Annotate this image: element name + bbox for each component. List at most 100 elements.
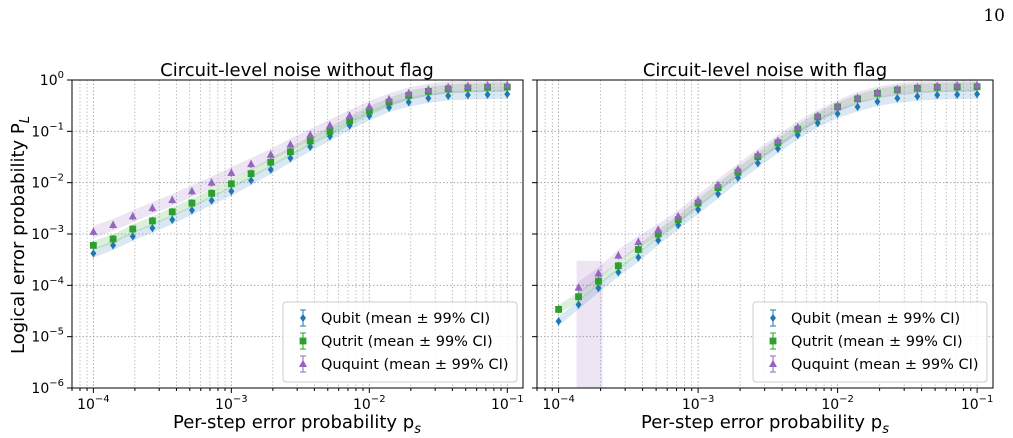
x-tick-label: 10−4 bbox=[542, 394, 575, 413]
data-point-qutrit bbox=[634, 246, 642, 253]
legend: Qubit (mean ± 99% CI) Qutrit (mean ± 99% … bbox=[282, 301, 518, 383]
data-point-qubit bbox=[794, 130, 801, 139]
data-point-qubit bbox=[635, 253, 642, 262]
data-point-ququint bbox=[594, 269, 603, 277]
legend-marker-qubit bbox=[770, 314, 776, 322]
data-point-ququint bbox=[385, 94, 394, 103]
data-point-qubit bbox=[814, 119, 821, 128]
data-point-ququint bbox=[89, 227, 98, 235]
data-point-qubit bbox=[228, 187, 235, 196]
legend-marker-ququint bbox=[299, 359, 307, 367]
data-point-ququint bbox=[654, 225, 663, 233]
data-point-qutrit bbox=[306, 137, 314, 145]
data-point-qubit bbox=[754, 159, 761, 168]
data-point-qubit bbox=[774, 144, 781, 153]
data-point-qubit bbox=[595, 284, 602, 293]
data-point-qutrit bbox=[287, 148, 294, 156]
data-point-qubit bbox=[555, 317, 562, 326]
data-point-qutrit bbox=[575, 293, 582, 301]
x-tick-label: 10−2 bbox=[353, 394, 386, 413]
data-point-ququint bbox=[973, 80, 982, 89]
data-point-qubit bbox=[445, 91, 452, 100]
data-point-qubit bbox=[405, 98, 412, 107]
data-point-qubit bbox=[615, 268, 622, 277]
ci-band-qubit bbox=[93, 89, 508, 258]
data-point-ququint bbox=[813, 111, 822, 119]
y-tick-label: 10−4 bbox=[31, 275, 64, 294]
data-point-qubit bbox=[90, 249, 97, 258]
panel-title-left: Circuit-level noise without flag bbox=[160, 60, 434, 81]
page-number: 10 bbox=[983, 6, 1005, 26]
ci-band-qutrit bbox=[558, 82, 978, 314]
data-point-qubit bbox=[575, 300, 582, 309]
data-point-qutrit bbox=[208, 189, 216, 197]
x-tick-label: 10−2 bbox=[821, 394, 854, 413]
y-tick-label: 10−2 bbox=[31, 173, 64, 192]
data-point-qutrit bbox=[555, 305, 563, 313]
data-point-ququint bbox=[733, 165, 742, 173]
data-point-qubit bbox=[208, 196, 215, 205]
data-point-ququint bbox=[674, 212, 683, 220]
y-tick-label: 10−5 bbox=[31, 327, 64, 346]
data-point-ququint bbox=[404, 88, 413, 97]
data-point-qubit bbox=[874, 97, 881, 106]
data-point-qubit bbox=[307, 142, 314, 151]
data-point-ququint bbox=[913, 82, 922, 91]
data-point-ququint bbox=[128, 212, 137, 220]
data-point-qubit bbox=[169, 215, 176, 224]
legend-label-ququint: Ququint (mean ± 99% CI) bbox=[321, 357, 509, 373]
x-axis-label-left: Per-step error probability ps bbox=[173, 412, 421, 437]
data-point-ququint bbox=[634, 237, 643, 245]
data-point-qubit bbox=[894, 94, 901, 103]
data-point-qutrit bbox=[326, 127, 334, 135]
data-point-ququint bbox=[463, 81, 472, 90]
legend-label-qubit: Qubit (mean ± 99% CI) bbox=[321, 311, 490, 327]
legend-marker-ququint bbox=[769, 359, 777, 367]
data-point-qubit bbox=[287, 154, 294, 163]
data-point-qutrit bbox=[129, 225, 137, 233]
legend: Qubit (mean ± 99% CI) Qutrit (mean ± 99% … bbox=[752, 301, 988, 383]
data-point-qubit bbox=[834, 109, 841, 118]
data-point-ququint bbox=[833, 101, 842, 110]
data-point-ququint bbox=[714, 180, 723, 189]
data-point-ququint bbox=[953, 81, 962, 89]
data-point-ququint bbox=[753, 150, 762, 158]
data-point-ququint bbox=[148, 203, 157, 212]
legend-label-qutrit: Qutrit (mean ± 99% CI) bbox=[321, 334, 493, 350]
data-point-ququint bbox=[168, 195, 177, 203]
data-point-qubit bbox=[715, 190, 722, 199]
legend-marker-qubit bbox=[300, 314, 306, 322]
data-point-qubit bbox=[914, 92, 921, 101]
x-axis-label-right: Per-step error probability ps bbox=[641, 412, 889, 437]
data-point-qubit bbox=[655, 236, 662, 245]
legend-label-ququint: Ququint (mean ± 99% CI) bbox=[791, 357, 979, 373]
data-point-ququint bbox=[306, 130, 315, 138]
ci-band-ququint bbox=[93, 79, 508, 238]
legend-box bbox=[752, 301, 988, 383]
data-point-qubit bbox=[464, 91, 471, 100]
data-point-ququint bbox=[793, 122, 802, 131]
data-point-qubit bbox=[425, 94, 432, 103]
data-point-ququint bbox=[503, 80, 512, 89]
data-point-qutrit bbox=[188, 199, 196, 207]
data-point-ququint bbox=[444, 82, 453, 91]
x-tick-label: 10−1 bbox=[491, 394, 524, 413]
data-point-qubit bbox=[129, 232, 136, 241]
data-point-ququint bbox=[893, 84, 902, 93]
data-point-qubit bbox=[267, 165, 274, 174]
data-point-qubit bbox=[854, 102, 861, 111]
legend-box bbox=[282, 301, 518, 383]
data-point-qutrit bbox=[247, 170, 255, 178]
data-point-ququint bbox=[365, 102, 374, 110]
x-tick-label: 10−3 bbox=[215, 394, 248, 413]
data-point-ququint bbox=[694, 196, 703, 204]
data-point-qubit bbox=[504, 90, 511, 99]
data-point-ququint bbox=[933, 81, 942, 90]
chart-panel-without-flag: 10−4 10−3 10−2 10−1 10−6 10−5 10−4 10−3 10−2 10−1… bbox=[31, 70, 523, 413]
data-point-ququint bbox=[266, 150, 275, 158]
data-point-qutrit bbox=[149, 217, 156, 225]
data-point-qutrit bbox=[89, 241, 97, 249]
data-point-ququint bbox=[286, 140, 295, 148]
data-point-qubit bbox=[188, 206, 195, 215]
